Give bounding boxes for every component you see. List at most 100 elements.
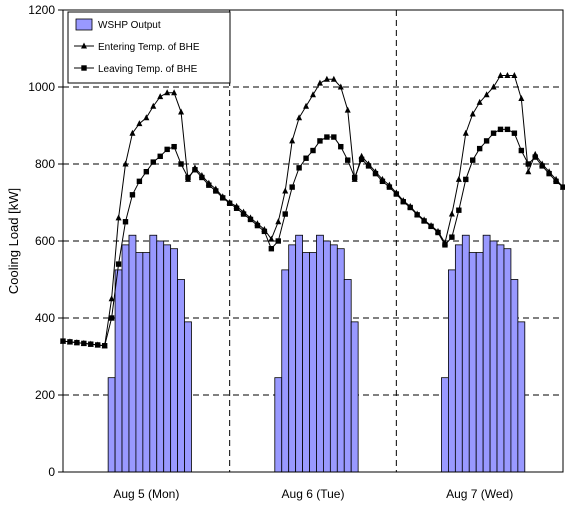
x-day-label: Aug 7 (Wed) [446,487,513,501]
point-leaving-temp [345,157,351,163]
point-leaving-temp [268,246,275,252]
point-leaving-temp [199,174,205,181]
bar-wshp-output [135,252,144,473]
point-leaving-temp [442,242,448,248]
point-leaving-temp [108,315,115,321]
point-leaving-temp [129,192,136,198]
bar-wshp-output [503,248,512,473]
point-entering-temp [282,187,289,194]
point-entering-temp [330,75,337,82]
point-leaving-temp [67,339,73,345]
point-leaving-temp [546,170,552,177]
bar-wshp-output [177,279,185,473]
bar-wshp-output [281,269,290,473]
point-leaving-temp [476,145,483,152]
point-leaving-temp [143,169,150,175]
point-leaving-temp [518,147,525,154]
point-leaving-temp [532,154,538,160]
point-leaving-temp [372,170,379,177]
bar-wshp-output [302,252,310,473]
point-leaving-temp [511,130,518,136]
point-entering-temp [275,218,282,225]
point-entering-temp [504,71,511,78]
point-entering-temp [490,83,497,90]
point-leaving-temp [456,207,462,213]
point-entering-temp [178,108,185,115]
point-leaving-temp [407,204,413,211]
bar-wshp-output [114,269,123,473]
point-leaving-temp [296,165,302,171]
point-entering-temp [115,214,122,221]
point-leaving-temp [171,143,177,150]
point-leaving-temp [240,211,247,217]
point-leaving-temp [226,200,233,206]
bar-wshp-output [149,234,158,473]
bar-wshp-output [288,244,297,473]
point-leaving-temp [421,218,427,224]
point-entering-temp [337,83,344,90]
bar-wshp-output [468,252,477,473]
point-entering-temp [469,110,476,117]
point-leaving-temp [122,219,129,225]
point-entering-temp [108,295,115,302]
bar-wshp-output [336,248,345,473]
point-leaving-temp [414,212,420,218]
point-entering-temp [518,95,525,102]
y-tick-label: 0 [48,465,55,479]
bar-wshp-output [461,234,470,473]
bar-wshp-output [316,234,324,473]
point-entering-temp [462,129,469,136]
bar-wshp-output [448,269,456,473]
bar-wshp-output [295,234,303,473]
point-leaving-temp [379,178,386,185]
legend-label-wshp-output: WSHP Output [98,20,161,31]
point-leaving-temp [470,157,476,163]
point-leaving-temp [289,184,295,190]
x-day-label: Aug 5 (Mon) [113,487,179,501]
bar-wshp-output [274,377,283,473]
point-leaving-temp [449,234,455,240]
point-leaving-temp [310,147,316,154]
lines-layer [60,71,565,349]
legend-swatch-wshp-output [75,18,93,31]
point-leaving-temp [74,339,80,346]
point-leaving-temp [338,143,344,150]
point-leaving-temp [490,130,497,136]
point-leaving-temp [261,228,268,235]
bar-wshp-output [517,321,526,473]
point-leaving-temp [275,238,281,244]
point-leaving-temp [233,205,240,211]
legend-label-leaving-temp: Leaving Temp. of BHE [98,64,198,75]
legend-marker [81,65,87,71]
point-leaving-temp [254,222,261,229]
point-leaving-temp [539,163,545,169]
point-leaving-temp [101,343,108,349]
y-tick-label: 800 [35,157,55,171]
point-entering-temp [316,79,323,86]
point-leaving-temp [351,174,358,181]
bar-wshp-output [128,234,137,473]
point-entering-temp [150,102,157,109]
y-axis: 0 200 400 600 800 1000 1200 [28,3,63,479]
bar-wshp-output [496,244,505,473]
bar-wshp-output [323,240,331,473]
legend: WSHP Output Entering Temp. of BHE Leavin… [67,11,231,84]
point-entering-temp [323,75,330,82]
y-tick-label: 400 [35,311,55,325]
bar-wshp-output [454,244,463,473]
point-leaving-temp [331,134,337,140]
point-leaving-temp [88,341,94,347]
point-leaving-temp [365,163,372,169]
bar-wshp-output [482,234,491,473]
point-entering-temp [268,235,275,242]
point-leaving-temp [150,159,156,165]
point-leaving-temp [504,126,511,133]
point-entering-temp [476,98,483,105]
point-leaving-temp [386,184,393,190]
legend-label-entering-temp: Entering Temp. of BHE [98,42,200,53]
y-tick-label: 1000 [28,80,55,94]
bar-wshp-output [163,244,172,473]
point-entering-temp [289,137,296,144]
point-leaving-temp [115,261,122,267]
point-leaving-temp [393,191,400,197]
